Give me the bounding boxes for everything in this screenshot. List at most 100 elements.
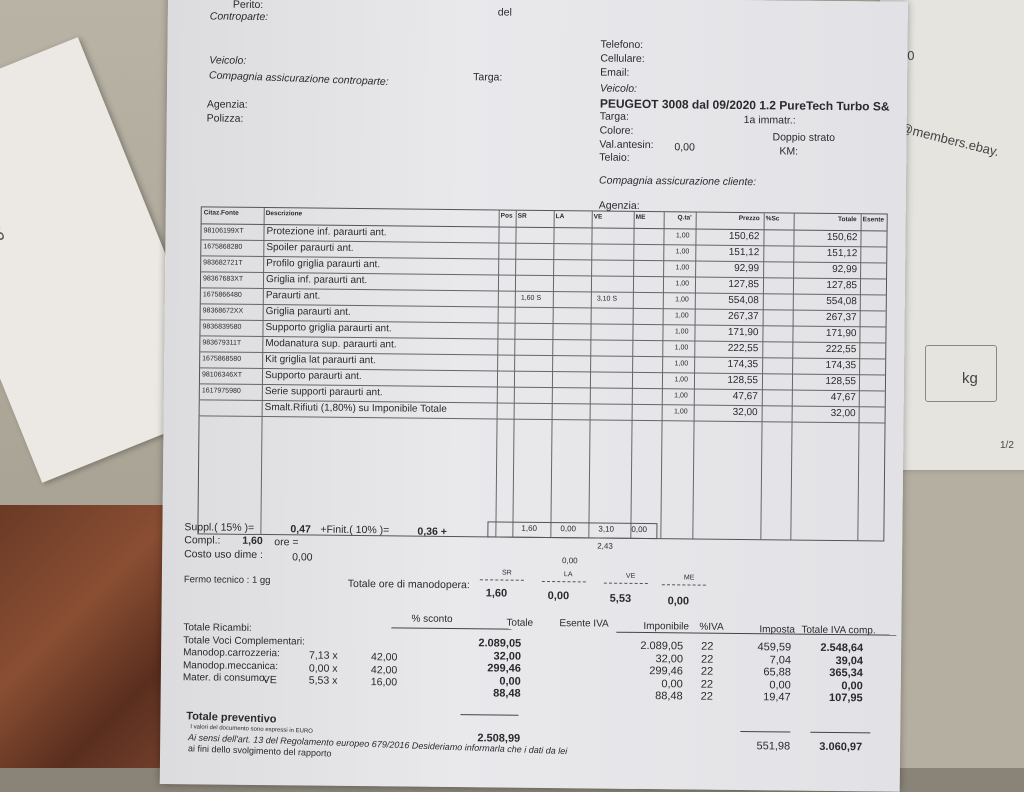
part-qty: 1,00 [675,232,690,240]
summary-label: Totale Voci Complementari: [183,634,306,647]
summary-totale: 2.089,05 [478,637,522,650]
summary-imponibile: 32,00 [655,652,684,665]
total-divider [810,731,871,734]
summary-imposta: 7,04 [769,653,792,667]
hours-box-me: 0,00 [631,524,648,535]
totale-preventivo-label: Totale preventivo [186,710,277,726]
hours-box: 1,60 0,00 3,10 0,00 [487,521,658,540]
part-qty: 1,00 [675,264,690,272]
right-background [880,445,1024,768]
grand-total: 3.060,97 [819,740,863,754]
left-paper-number: 22 [0,219,9,246]
summary-totale: 299,46 [487,662,522,675]
part-description: Profilo griglia paraurti ant. [266,258,381,271]
part-total: 47,67 [830,391,856,404]
dashed-divider [541,580,586,583]
part-code: 98367683XT [202,275,244,283]
imposta-total: 551,98 [756,740,791,753]
part-description: Kit griglia lat paraurti ant. [265,354,376,367]
part-price: 150,62 [728,230,760,243]
part-description: Serie supporti paraurti ant. [264,386,383,399]
val-antesin-label: Val.antesin: [599,138,654,152]
summary-label: Totale Ricambi: [183,622,252,634]
part-total: 267,37 [825,311,857,324]
summary-header-imponibile: Imponibile [643,621,690,633]
totale-ore-label: Totale ore di manodopera: [347,577,470,592]
summary-iva: 22 [700,665,714,678]
summary-totale-iva: 0,00 [841,679,863,692]
part-description: Paraurti ant. [265,290,321,302]
hours-la-extra: 0,00 [562,556,578,566]
dashed-divider [479,579,524,581]
header-la: LA [555,213,565,221]
part-description: Griglia inf. paraurti ant. [265,274,368,287]
summary-header-sconto: % sconto [411,613,453,626]
summary-imposta: 0,00 [769,678,791,692]
summary-qty: 7,13 x [309,649,338,662]
hours-value-ve: 5,53 [609,592,632,605]
targa-cliente-label: Targa: [599,110,629,123]
part-code: 98106199XT [203,227,244,235]
finit-label: +Finit.( 10% )= [320,523,390,537]
telefono-label: Telefono: [600,38,644,51]
header-sr: SR [517,212,527,220]
part-qty: 1,00 [674,392,688,400]
summary-qty: 0,00 x [308,662,338,675]
compl-value: 1,60 [242,534,263,548]
doppio-strato: Doppio strato [772,131,836,144]
part-description: Supporto paraurti ant. [264,370,362,383]
part-qty: 1,00 [675,280,690,288]
part-price: 222,55 [727,342,759,355]
immatr-label: 1a immatr.: [743,114,796,127]
header-ve: VE [593,213,603,221]
parts-table: Citaz.Fonte Descrizione Pos SR LA VE ME Q.ta' Pr… [197,206,888,542]
part-price: 151,12 [728,246,760,259]
summary-label: Mater. di consumo: [182,672,268,685]
summary-totale: 88,48 [493,687,521,700]
summary-rate: 42,00 [370,663,398,676]
cellulare-label: Cellulare: [600,52,645,65]
part-total: 32,00 [830,407,856,420]
hours-header-la: LA [563,571,573,579]
part-qty: 1,00 [674,360,689,368]
part-price: 32,00 [732,406,758,419]
part-qty: 1,00 [674,344,689,352]
summary-header-totale: Totale [506,617,534,629]
part-code: 98106346XT [201,371,243,379]
divider [391,627,512,630]
kg-box [925,345,997,402]
agenzia-label: Agenzia: [206,98,248,111]
dashed-divider [661,584,706,586]
part-description: Protezione inf. paraurti ant. [266,226,387,239]
part-code: 983682721T [203,259,243,267]
part-qty: 1,00 [674,328,689,336]
dashed-divider [603,582,648,585]
part-description: Modanatura sup. paraurti ant. [265,338,397,351]
hours-ve-extra: 2,43 [597,541,613,551]
compl-label: Compl.: [184,534,221,547]
part-price: 174,35 [727,358,759,371]
hours-box-la: 0,00 [560,524,577,534]
part-description: Griglia paraurti ant. [265,306,351,318]
vehicle-description: PEUGEOT 3008 dal 09/2020 1.2 PureTech Tu… [599,96,890,114]
part-total: 150,62 [826,231,858,244]
header-me: ME [635,213,646,222]
summary-iva: 22 [700,678,714,691]
part-code: 1675868280 [203,243,243,251]
part-description: Supporto griglia paraurti ant. [265,322,392,335]
telaio-label: Telaio: [599,151,630,164]
summary-totale-iva: 107,95 [828,691,863,705]
summary-imposta: 459,59 [757,641,792,654]
summary-label: Manodop.carrozzeria: [183,647,280,660]
part-total: 92,99 [832,263,858,276]
total-divider [460,714,519,716]
colore-label: Colore: [599,124,634,137]
part-total: 554,08 [826,295,857,308]
header-pos: Pos [500,212,513,220]
right-paper-text: kg [962,370,978,387]
hours-box-sr: 1,60 [521,523,538,533]
part-sr: 1,60 S [520,294,542,302]
email-label: Email: [600,66,630,79]
part-qty: 1,00 [673,408,688,416]
part-code: 1675868580 [202,355,242,363]
